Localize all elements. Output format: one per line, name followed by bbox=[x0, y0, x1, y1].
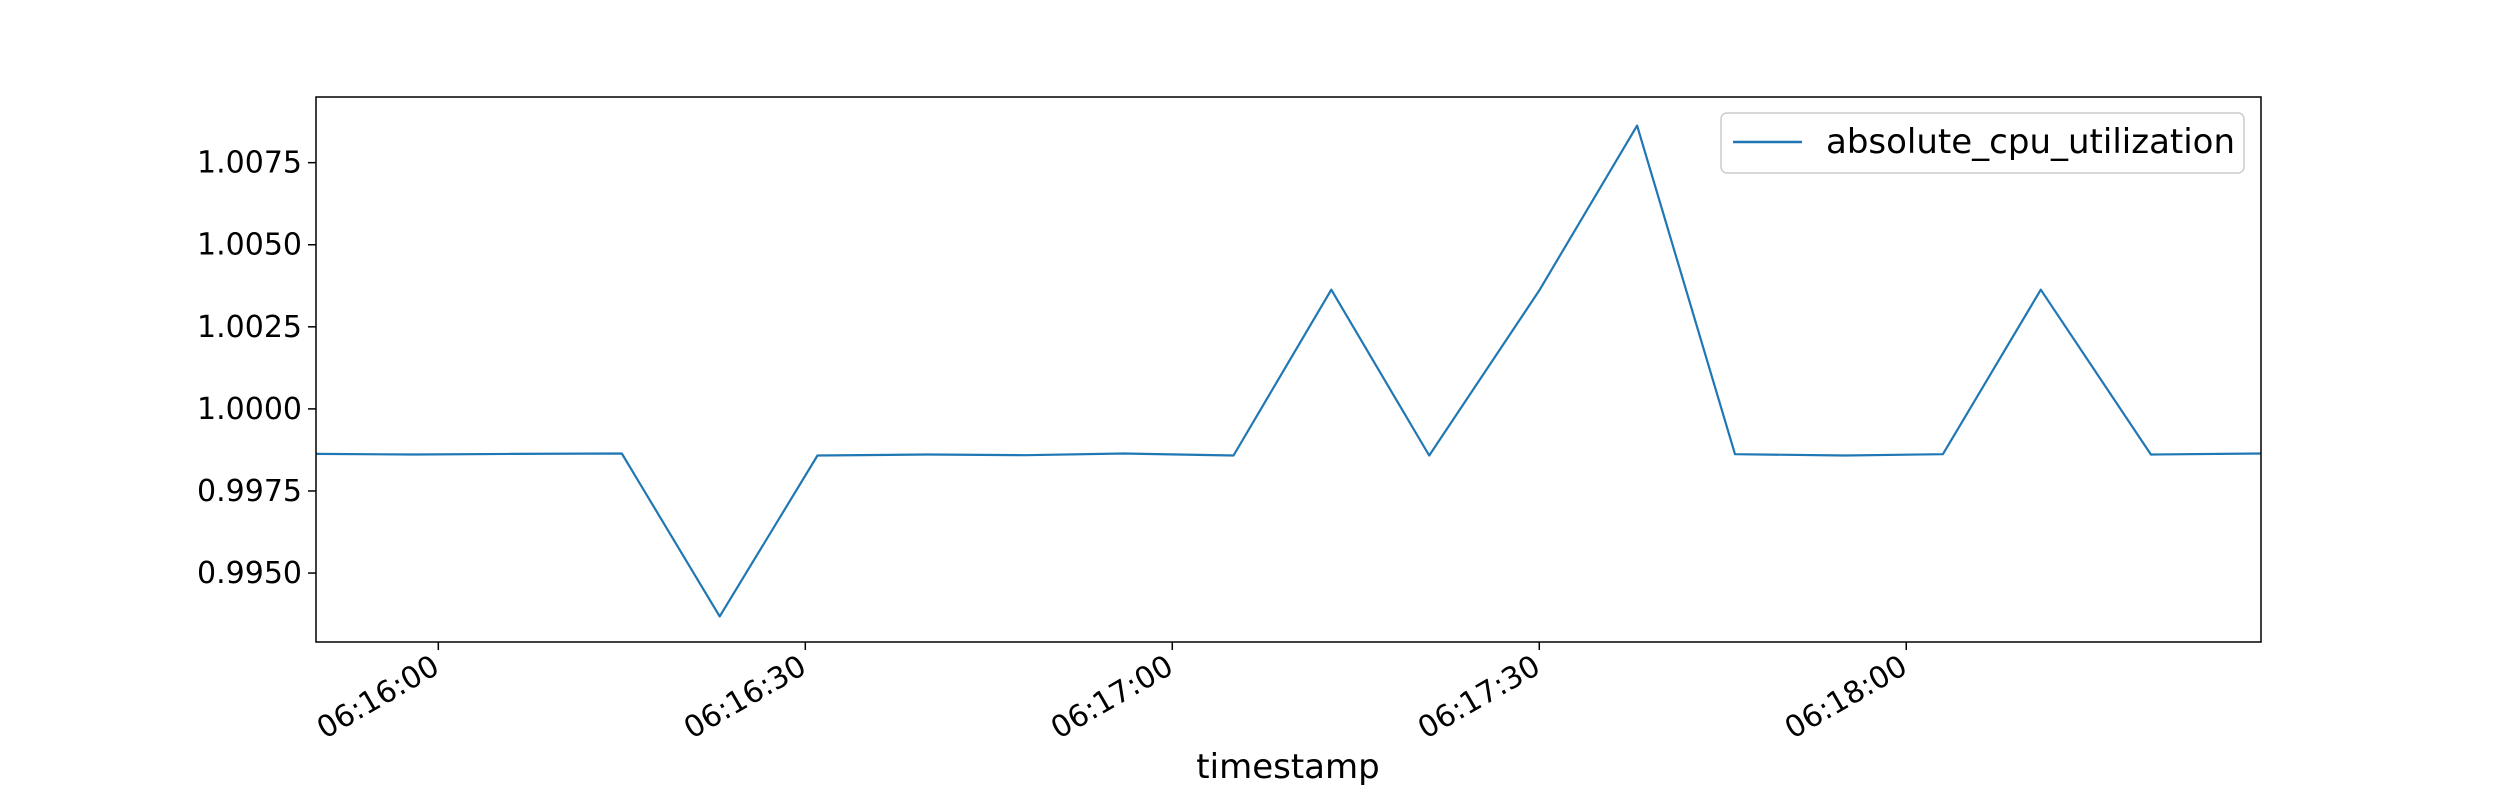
y-tick-label: 1.0075 bbox=[197, 146, 302, 181]
x-tick-label: 06:18:00 bbox=[1779, 649, 1913, 747]
y-axis: 0.9950 0.9975 1.0000 1.0025 1.0050 1.0075 bbox=[197, 146, 316, 591]
legend: absolute_cpu_utilization bbox=[1720, 112, 2245, 174]
series-line-0 bbox=[315, 124, 2262, 618]
x-tick-label: 06:16:00 bbox=[311, 649, 445, 747]
y-tick-label: 1.0050 bbox=[197, 228, 302, 263]
legend-label: absolute_cpu_utilization bbox=[1826, 122, 2235, 162]
x-axis-title: timestamp bbox=[1196, 747, 1379, 787]
x-tick-label: 06:16:30 bbox=[678, 649, 812, 747]
plot-area bbox=[315, 124, 2262, 618]
y-tick-label: 0.9975 bbox=[197, 474, 302, 509]
x-tick-label: 06:17:30 bbox=[1412, 649, 1546, 747]
x-tick-label: 06:17:00 bbox=[1045, 649, 1179, 747]
y-tick-label: 1.0025 bbox=[197, 310, 302, 345]
plot-frame bbox=[315, 96, 2262, 643]
y-tick-label: 1.0000 bbox=[197, 392, 302, 427]
x-axis: 06:16:00 06:16:30 06:17:00 06:17:30 06:18:00 bbox=[311, 642, 1913, 746]
y-tick-label: 0.9950 bbox=[197, 556, 302, 591]
legend-frame bbox=[1720, 112, 2245, 174]
